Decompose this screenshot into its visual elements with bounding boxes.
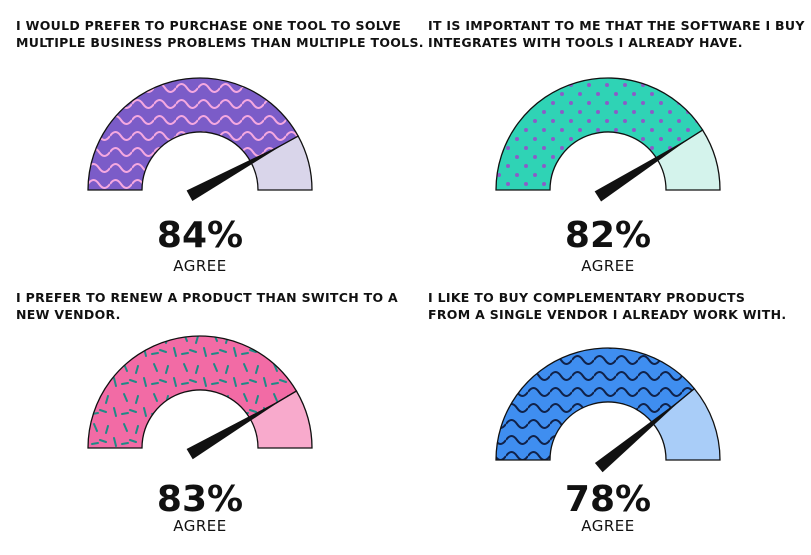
value-label: 84%: [157, 215, 243, 256]
gauge-title: I WOULD PREFER TO PURCHASE ONE TOOL TO S…: [16, 18, 401, 33]
gauge-needle: [186, 397, 287, 460]
gauge-needle: [594, 136, 693, 202]
gauge-title: I PREFER TO RENEW A PRODUCT THAN SWITCH …: [16, 290, 398, 305]
gauge-title: MULTIPLE BUSINESS PROBLEMS THAN MULTIPLE…: [16, 35, 424, 50]
gauge-track: [249, 135, 313, 191]
agree-label: AGREE: [581, 257, 635, 275]
gauge-fill: [495, 347, 696, 461]
gauge-track: [249, 390, 313, 449]
agree-label: AGREE: [173, 257, 227, 275]
gauge-title: NEW VENDOR.: [16, 307, 121, 322]
gauge-title: I LIKE TO BUY COMPLEMENTARY PRODUCTS: [428, 290, 745, 305]
value-label: 83%: [157, 479, 243, 520]
value-label: 78%: [565, 479, 651, 520]
gauge-needle: [594, 396, 686, 473]
agree-label: AGREE: [173, 517, 227, 535]
gauge-title: IT IS IMPORTANT TO ME THAT THE SOFTWARE …: [428, 18, 805, 33]
gauge-fill: [87, 77, 300, 191]
gauge-fill: [495, 77, 704, 191]
value-label: 82%: [565, 215, 651, 256]
gauge-fill: [87, 335, 298, 449]
gauge-title: FROM A SINGLE VENDOR I ALREADY WORK WITH…: [428, 307, 786, 322]
gauge-track: [656, 129, 721, 191]
gauge-track: [651, 387, 721, 461]
agree-label: AGREE: [581, 517, 635, 535]
gauge-needle: [186, 141, 288, 202]
gauge-title: INTEGRATES WITH TOOLS I ALREADY HAVE.: [428, 35, 743, 50]
